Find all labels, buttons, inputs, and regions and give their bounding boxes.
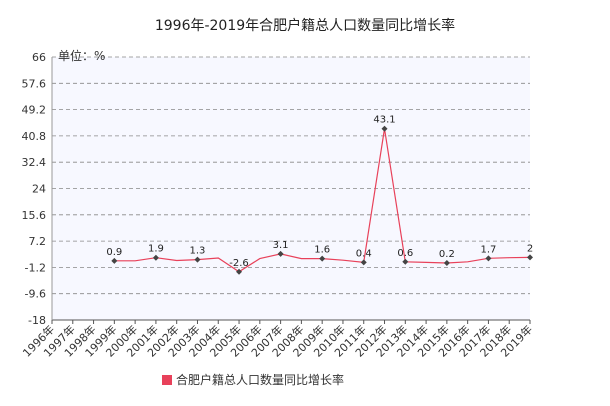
grid-lines — [52, 56, 530, 295]
y-tick-label: 66 — [32, 51, 46, 64]
data-point — [111, 257, 118, 264]
y-tick-label: -9.6 — [25, 288, 46, 301]
data-label: 0.2 — [439, 249, 455, 260]
x-tick-labels: 1996年1997年1998年1999年2000年2001年2002年2003年… — [20, 320, 535, 360]
data-points — [111, 125, 533, 275]
y-tick-labels: 66 57.6 49.2 40.8 32.4 24 15.6 7.2 -1.2 -9.6 -18 — [22, 51, 47, 327]
data-label: 0.6 — [397, 248, 413, 259]
data-label: 1.7 — [480, 244, 496, 255]
data-label: 1.9 — [148, 244, 164, 255]
data-point — [360, 259, 367, 266]
y-tick-label: 57.6 — [22, 77, 47, 90]
data-point — [194, 256, 201, 263]
y-tick-label: 40.8 — [22, 130, 47, 143]
y-tick-label: 24 — [32, 183, 46, 196]
data-label: 43.1 — [373, 115, 395, 126]
data-point — [277, 250, 284, 257]
y-tick-label: 15.6 — [22, 209, 47, 222]
y-tick-label: 49.2 — [22, 104, 47, 117]
data-point — [527, 254, 533, 261]
legend-swatch — [162, 375, 172, 385]
data-label: 1.3 — [190, 246, 206, 257]
y-tick-label: -18 — [28, 314, 46, 327]
data-point — [152, 254, 159, 261]
data-label: 0.9 — [106, 247, 122, 258]
legend-label: 合肥户籍总人口数量同比增长率 — [176, 372, 344, 387]
chart-title: 1996年-2019年合肥户籍总人口数量同比增长率 — [155, 17, 455, 34]
y-tick-label: 7.2 — [29, 235, 47, 248]
data-labels: 0.9 1.9 1.3 -2.6 3.1 1.6 0.4 43.1 0.6 0.2 1.7 2 — [106, 115, 533, 269]
data-point — [402, 258, 409, 265]
data-point — [443, 260, 450, 267]
data-label: 1.6 — [314, 245, 330, 256]
data-point — [319, 255, 326, 262]
data-point — [236, 268, 243, 275]
y-tick-label: -1.2 — [25, 261, 46, 274]
data-point — [485, 255, 492, 262]
data-label: 0.4 — [356, 248, 372, 259]
unit-label: 单位：% — [58, 48, 105, 63]
data-label: -2.6 — [229, 258, 249, 269]
data-point — [381, 125, 388, 132]
y-tick-label: 32.4 — [22, 156, 47, 169]
data-label: 3.1 — [273, 240, 289, 251]
data-label: 2 — [527, 243, 533, 254]
